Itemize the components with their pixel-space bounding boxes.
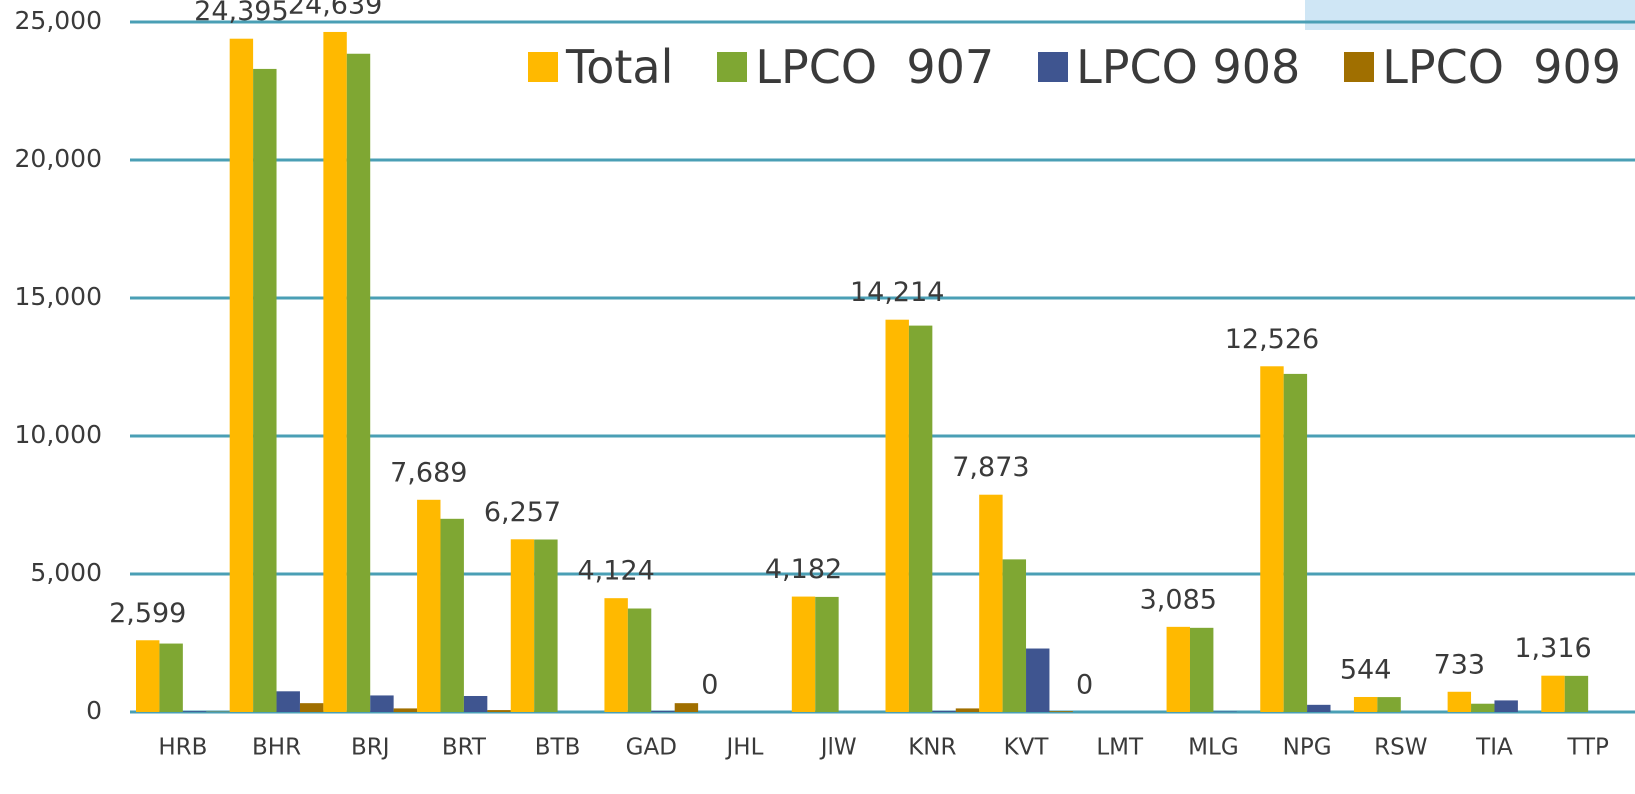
bar bbox=[253, 68, 277, 713]
y-tick-label: 5,000 bbox=[30, 558, 102, 587]
legend-label: LPCO 907 bbox=[755, 40, 995, 94]
legend-swatch bbox=[527, 52, 558, 82]
x-tick-label: BTB bbox=[535, 735, 581, 761]
data-label: 2,599 bbox=[109, 598, 186, 629]
legend-label: LPCO 909 bbox=[1382, 40, 1621, 94]
data-label: 12,526 bbox=[1225, 324, 1319, 355]
legend-label: Total bbox=[565, 40, 674, 94]
legend-swatch bbox=[1038, 52, 1069, 82]
logo-fragment bbox=[1305, 0, 1635, 30]
x-tick-label: BRJ bbox=[351, 735, 390, 761]
data-label: 3,085 bbox=[1140, 584, 1217, 615]
y-tick-label: 10,000 bbox=[15, 420, 102, 449]
x-tick-label: GAD bbox=[626, 735, 677, 761]
bar bbox=[1260, 366, 1284, 712]
x-tick-label: TTP bbox=[1566, 735, 1609, 761]
data-label: 4,182 bbox=[765, 554, 842, 585]
legend-item: LPCO 908 bbox=[1038, 40, 1300, 94]
bar bbox=[815, 596, 839, 712]
x-tick-label: JHL bbox=[725, 735, 764, 761]
bar bbox=[370, 695, 394, 712]
y-tick-label: 25,000 bbox=[15, 6, 102, 35]
data-label: 0 bbox=[1076, 670, 1093, 701]
data-label: 7,689 bbox=[390, 457, 467, 488]
bar bbox=[393, 708, 418, 712]
legend-item: LPCO 909 bbox=[1344, 40, 1621, 94]
data-label: 544 bbox=[1340, 654, 1392, 685]
bar bbox=[299, 703, 324, 712]
bar bbox=[791, 596, 816, 712]
bar bbox=[1494, 700, 1518, 712]
x-tick-label: BRT bbox=[442, 735, 487, 761]
bar bbox=[651, 710, 675, 712]
bar bbox=[885, 319, 909, 712]
bar bbox=[674, 703, 699, 712]
bar bbox=[627, 608, 652, 712]
x-tick-label: BHR bbox=[252, 735, 301, 761]
data-label: 4,124 bbox=[578, 556, 655, 587]
bar bbox=[1307, 704, 1331, 712]
bar bbox=[463, 695, 488, 712]
bar bbox=[1049, 711, 1073, 712]
bar bbox=[229, 38, 254, 712]
bar bbox=[1353, 696, 1378, 712]
bar bbox=[1166, 626, 1190, 712]
bar bbox=[1002, 559, 1027, 712]
bar bbox=[417, 499, 441, 712]
data-label: 14,214 bbox=[850, 277, 944, 308]
data-label: 733 bbox=[1434, 649, 1486, 680]
bar bbox=[1541, 675, 1565, 712]
legend-label: LPCO 908 bbox=[1076, 40, 1301, 94]
bar bbox=[510, 539, 535, 712]
data-label: 24,395 bbox=[194, 0, 288, 27]
x-tick-label: NPG bbox=[1283, 735, 1332, 761]
bar bbox=[1026, 648, 1050, 712]
bar bbox=[487, 710, 511, 712]
bar bbox=[323, 31, 347, 712]
bar bbox=[182, 711, 207, 712]
legend-swatch bbox=[1344, 52, 1375, 82]
bar bbox=[604, 598, 628, 712]
bar bbox=[159, 643, 183, 712]
x-tick-label: TIA bbox=[1475, 735, 1513, 761]
x-tick-label: LMT bbox=[1096, 735, 1144, 761]
data-label: 0 bbox=[701, 670, 718, 701]
bar bbox=[1564, 675, 1589, 712]
data-label: 7,873 bbox=[952, 452, 1029, 483]
data-label: 24,639 bbox=[288, 0, 382, 20]
bar bbox=[534, 539, 558, 712]
legend-item: LPCO 907 bbox=[717, 40, 994, 94]
legend-item: Total bbox=[527, 40, 674, 94]
y-tick-label: 0 bbox=[86, 696, 102, 725]
x-tick-label: MLG bbox=[1188, 735, 1238, 761]
y-tick-label: 20,000 bbox=[15, 144, 102, 173]
legend: Total LPCO 907 LPCO 908 LPCO 909 bbox=[527, 40, 1621, 94]
bar bbox=[979, 494, 1003, 712]
data-label: 1,316 bbox=[1514, 633, 1591, 664]
data-label: 6,257 bbox=[484, 497, 561, 528]
x-tick-label: KVT bbox=[1004, 735, 1050, 761]
x-tick-label: RSW bbox=[1374, 735, 1427, 761]
bar bbox=[276, 691, 300, 712]
bar bbox=[908, 325, 933, 712]
bar bbox=[346, 53, 371, 713]
bar bbox=[1447, 691, 1472, 712]
bar bbox=[1471, 703, 1495, 712]
x-tick-label: HRB bbox=[158, 735, 207, 761]
bar bbox=[136, 640, 160, 712]
x-tick-label: KNR bbox=[908, 735, 956, 761]
bar bbox=[1377, 697, 1401, 712]
bar bbox=[955, 708, 980, 712]
bar bbox=[1189, 627, 1214, 712]
y-tick-label: 15,000 bbox=[15, 282, 102, 311]
x-tick-label: JlW bbox=[819, 735, 857, 761]
bar bbox=[932, 710, 956, 712]
bar bbox=[440, 518, 464, 712]
bar bbox=[1283, 373, 1308, 712]
legend-swatch bbox=[717, 52, 748, 82]
